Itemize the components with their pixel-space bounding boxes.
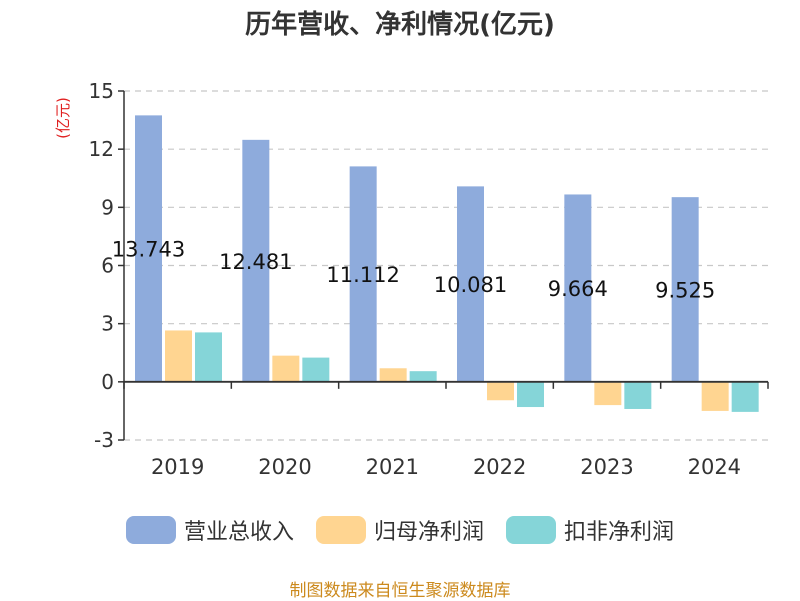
x-tick-label: 2024 (688, 455, 741, 479)
data-label: 10.081 (434, 273, 507, 297)
data-label: 9.664 (548, 277, 608, 301)
data-label: 13.743 (112, 238, 185, 262)
data-label: 9.525 (655, 278, 715, 302)
x-tick-label: 2022 (473, 455, 526, 479)
x-tick-label: 2020 (258, 455, 311, 479)
y-tick-label: 6 (101, 254, 114, 278)
legend: 营业总收入 归母净利润 扣非净利润 (0, 514, 800, 546)
bar-series3 (517, 381, 544, 408)
y-tick-label: -3 (94, 428, 114, 452)
bar-series1 (564, 194, 592, 382)
legend-item-revenue[interactable]: 营业总收入 (125, 514, 294, 546)
legend-swatch-revenue (125, 516, 176, 544)
y-tick-label: 12 (89, 137, 114, 161)
bar-series2 (594, 381, 622, 406)
bar-series2 (379, 368, 407, 382)
bar-series3 (302, 357, 330, 382)
y-tick-label: 9 (101, 195, 114, 219)
chart-title: 历年营收、净利情况(亿元) (245, 10, 555, 40)
bar-series3 (195, 332, 222, 382)
bar-series1 (349, 166, 377, 382)
bar-series3 (624, 381, 652, 409)
legend-label-revenue: 营业总收入 (183, 520, 294, 545)
legend-swatch-deducted-profit (506, 516, 556, 544)
y-axis-label: (亿元) (54, 97, 72, 139)
bar-series3 (409, 371, 437, 382)
legend-item-deducted-profit[interactable]: 扣非净利润 (506, 514, 674, 546)
bar-series1 (135, 115, 162, 382)
bar-series2 (701, 381, 729, 411)
bar-series1 (242, 139, 270, 382)
legend-item-net-profit[interactable]: 归母净利润 (315, 514, 484, 546)
y-tick-label: 0 (101, 370, 114, 394)
data-label: 12.481 (219, 250, 292, 274)
legend-label-deducted-profit: 扣非净利润 (564, 520, 675, 545)
source-footer: 制图数据来自恒生聚源数据库 (289, 581, 511, 601)
bar-series2 (272, 355, 300, 382)
bar-series1 (671, 197, 699, 382)
y-tick-label: 15 (89, 79, 114, 103)
data-label: 11.112 (326, 263, 399, 287)
bar-series2 (487, 381, 514, 401)
x-tick-label: 2019 (151, 455, 204, 479)
bar-series3 (731, 381, 759, 412)
bar-series1 (457, 186, 484, 382)
x-tick-label: 2021 (366, 455, 419, 479)
legend-label-net-profit: 归母净利润 (373, 520, 484, 545)
y-tick-label: 3 (101, 312, 114, 336)
legend-swatch-net-profit (315, 516, 366, 544)
x-tick-label: 2023 (580, 455, 633, 479)
bar-series2 (165, 330, 192, 382)
